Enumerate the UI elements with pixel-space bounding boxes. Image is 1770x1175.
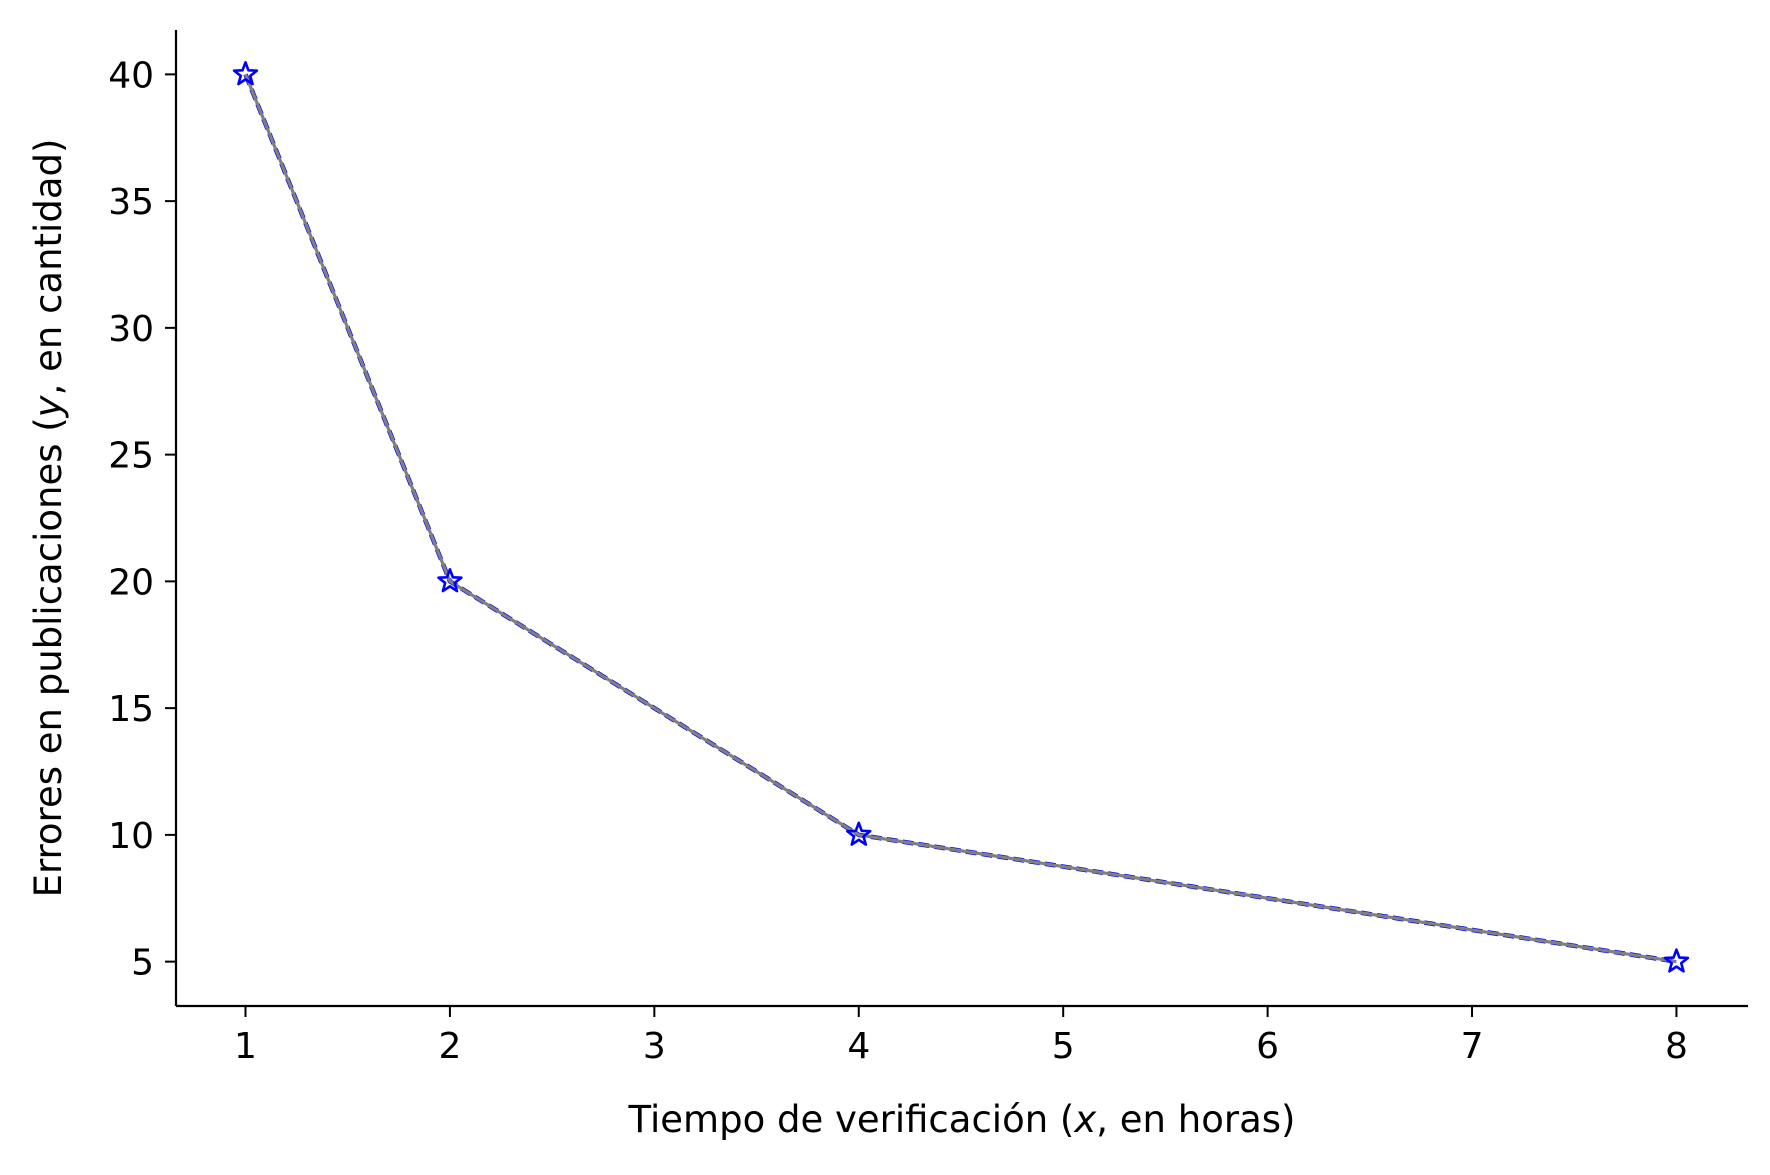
y-axis-label-suffix: , en cantidad) — [27, 139, 70, 396]
y-axis-label-prefix: Errores en publicaciones ( — [27, 417, 70, 897]
x-tick-label: 3 — [643, 1026, 666, 1067]
x-tick-label: 6 — [1256, 1026, 1279, 1067]
x-tick-label: 5 — [1052, 1026, 1075, 1067]
x-tick-label: 7 — [1461, 1026, 1484, 1067]
y-tick-label: 40 — [108, 55, 154, 96]
x-tick-label: 4 — [847, 1026, 870, 1067]
y-tick-label: 5 — [131, 943, 154, 984]
x-ticks: 1 2 3 4 5 6 7 8 — [234, 1006, 1688, 1067]
data-point-marker — [846, 821, 872, 846]
data-point-marker — [232, 61, 259, 86]
x-tick-label: 2 — [438, 1026, 461, 1067]
x-axis-label: Tiempo de verificación (x, en horas) — [628, 1098, 1296, 1141]
y-tick-label: 15 — [108, 689, 154, 730]
x-axis-label-prefix: Tiempo de verificación ( — [628, 1098, 1075, 1141]
y-axis-label-var: y — [27, 394, 70, 418]
x-axis-label-var: x — [1073, 1098, 1097, 1141]
y-tick-label: 35 — [108, 182, 154, 223]
series-line — [244, 73, 1677, 964]
data-point-marker — [437, 568, 463, 593]
x-tick-label: 8 — [1665, 1026, 1688, 1067]
series-line-dashed — [243, 73, 1677, 964]
y-tick-label: 10 — [108, 816, 154, 857]
y-tick-label: 30 — [108, 309, 154, 350]
x-axis-label-suffix: , en horas) — [1096, 1098, 1295, 1141]
y-ticks: 5 10 15 20 25 30 35 40 — [108, 55, 176, 984]
y-tick-label: 20 — [108, 562, 154, 603]
y-tick-label: 25 — [108, 436, 154, 477]
data-point-marker — [1663, 948, 1690, 973]
axes — [174, 30, 1748, 1008]
plot-area — [232, 61, 1690, 973]
y-axis-label: Errores en publicaciones (y, en cantidad… — [27, 139, 70, 898]
x-tick-label: 1 — [234, 1026, 257, 1067]
